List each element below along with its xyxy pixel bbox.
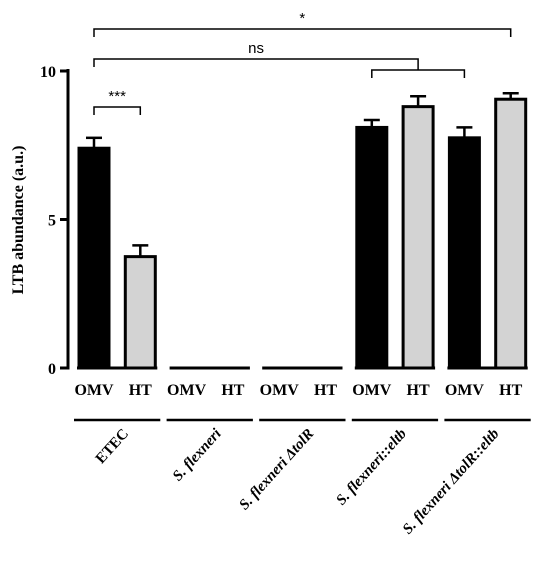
group-label: S. flexneri ΔtolR xyxy=(236,426,317,513)
significance-brackets: *** ns * xyxy=(93,10,512,115)
category-label: OMV xyxy=(74,382,114,399)
significance-label: * xyxy=(299,10,305,27)
group-label: S. flexneri ΔtolR::eltb xyxy=(400,426,503,538)
bars xyxy=(77,92,528,370)
category-label: HT xyxy=(407,382,430,399)
bar-omv xyxy=(77,146,111,370)
category-label: OMV xyxy=(352,382,392,399)
category-label: HT xyxy=(221,382,244,399)
significance-bracket xyxy=(93,58,419,70)
y-tick-label: 10 xyxy=(40,64,56,81)
group-label: ETEC xyxy=(93,426,132,467)
bar-ht xyxy=(123,255,157,370)
category-label: HT xyxy=(499,382,522,399)
significance-bracket xyxy=(93,28,512,37)
group-label: S. flexneri::eltb xyxy=(333,426,410,509)
category-label: OMV xyxy=(260,382,300,399)
significance-label: *** xyxy=(108,88,126,105)
category-label: HT xyxy=(314,382,337,399)
bar-omv xyxy=(355,125,389,370)
group-label: S. flexneri xyxy=(170,425,225,484)
category-label: OMV xyxy=(167,382,207,399)
category-labels: OMV HT OMV HT OMV HT OMV HT OMV HT xyxy=(74,366,528,399)
category-label: OMV xyxy=(445,382,485,399)
group-labels: ETEC S. flexneri S. flexneri ΔtolR S. flexn… xyxy=(74,418,531,538)
axes: 0 5 10 xyxy=(40,64,70,378)
y-tick-label: 5 xyxy=(48,213,56,230)
bar-ht xyxy=(494,97,528,370)
bar-omv xyxy=(447,136,481,370)
y-tick-label: 0 xyxy=(48,361,56,378)
significance-label: ns xyxy=(248,40,264,57)
y-axis-title: LTB abundance (a.u.) xyxy=(10,146,27,295)
significance-bracket xyxy=(93,106,142,115)
sub-bracket xyxy=(371,69,466,78)
category-label: HT xyxy=(129,382,152,399)
bar-ht xyxy=(401,105,435,370)
